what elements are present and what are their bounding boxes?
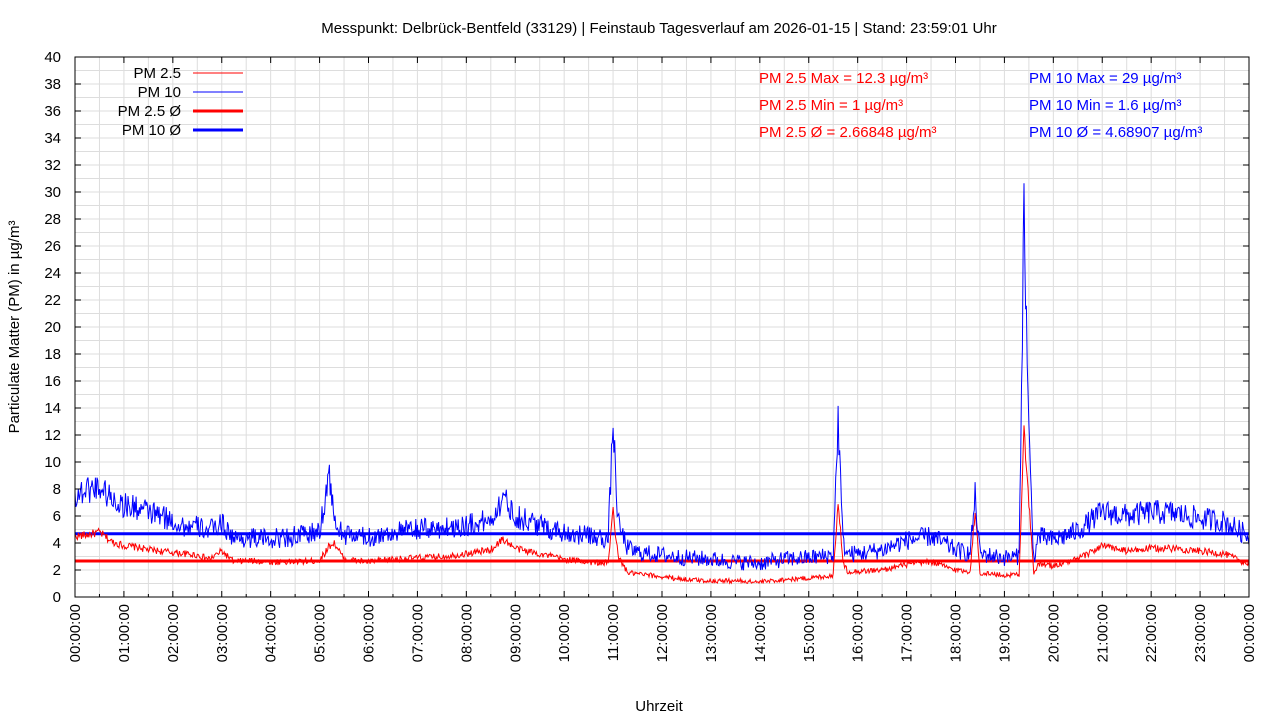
y-tick-label: 32 [44,157,61,174]
x-tick-label: 18:00:00 [948,604,965,662]
y-tick-label: 26 [44,238,61,255]
legend-label: PM 10 [138,84,181,101]
x-tick-label: 22:00:00 [1143,604,1160,662]
y-tick-label: 12 [44,427,61,444]
x-tick-label: 23:00:00 [1192,604,1209,662]
x-tick-label: 12:00:00 [654,604,671,662]
legend-label: PM 10 Ø [122,122,182,139]
x-tick-label: 03:00:00 [214,604,231,662]
x-tick-label: 09:00:00 [507,604,524,662]
x-tick-label: 17:00:00 [899,604,916,662]
y-tick-label: 16 [44,373,61,390]
x-axis-ticks: 00:00:00 01:00:00 02:00:00 03:00:00 04:00:00… [67,57,1258,662]
x-tick-label: 16:00:00 [850,604,867,662]
y-tick-label: 2 [53,562,61,579]
stat-annotation: PM 2.5 Max = 12.3 µg/m³ [759,70,928,87]
stat-annotation: PM 2.5 Ø = 2.66848 µg/m³ [759,124,936,141]
x-tick-label: 08:00:00 [458,604,475,662]
legend-item: PM 2.5 [133,65,243,82]
stat-annotation: PM 10 Max = 29 µg/m³ [1029,70,1181,87]
y-tick-label: 14 [44,400,61,417]
y-tick-label: 10 [44,454,61,471]
y-tick-label: 34 [44,130,61,147]
x-tick-label: 13:00:00 [703,604,720,662]
series-lines [74,183,1250,585]
legend-item: PM 10 [138,84,243,101]
stats-annotations: PM 2.5 Max = 12.3 µg/m³ PM 2.5 Min = 1 µg… [759,70,1202,141]
series-line-pm-2-5 [74,425,1250,585]
legend-label: PM 2.5 [133,65,181,82]
series-line-pm-10 [74,183,1250,571]
chart-title: Messpunkt: Delbrück-Bentfeld (33129) | F… [321,20,996,37]
x-tick-label: 19:00:00 [996,604,1013,662]
y-tick-label: 0 [53,589,61,606]
y-tick-label: 40 [44,49,61,66]
x-tick-label: 15:00:00 [801,604,818,662]
x-tick-label: 04:00:00 [263,604,280,662]
y-tick-label: 24 [44,265,61,282]
x-tick-label: 07:00:00 [409,604,426,662]
y-tick-label: 22 [44,292,61,309]
x-tick-label: 05:00:00 [312,604,329,662]
x-tick-label: 14:00:00 [752,604,769,662]
x-axis-label: Uhrzeit [635,698,683,715]
legend-item: PM 10 Ø [122,122,243,139]
y-tick-label: 30 [44,184,61,201]
x-tick-label: 10:00:00 [556,604,573,662]
x-tick-label: 20:00:00 [1045,604,1062,662]
legend-item: PM 2.5 Ø [118,103,243,120]
y-tick-label: 36 [44,103,61,120]
x-tick-label: 00:00:00 [1241,604,1258,662]
x-tick-label: 01:00:00 [116,604,133,662]
x-tick-label: 11:00:00 [605,604,622,661]
x-tick-label: 00:00:00 [67,604,84,662]
legend: PM 2.5 PM 10 PM 2.5 Ø PM 10 Ø [118,65,243,139]
y-tick-label: 28 [44,211,61,228]
stat-annotation: PM 2.5 Min = 1 µg/m³ [759,97,903,114]
x-tick-label: 21:00:00 [1094,604,1111,662]
y-tick-label: 38 [44,76,61,93]
y-tick-label: 6 [53,508,61,525]
legend-label: PM 2.5 Ø [118,103,182,120]
y-tick-label: 20 [44,319,61,336]
stat-annotation: PM 10 Ø = 4.68907 µg/m³ [1029,124,1202,141]
y-tick-label: 4 [53,535,61,552]
y-axis-label: Particulate Matter (PM) in µg/m³ [6,221,23,434]
y-tick-label: 8 [53,481,61,498]
x-tick-label: 06:00:00 [361,604,378,662]
y-tick-label: 18 [44,346,61,363]
x-tick-label: 02:00:00 [165,604,182,662]
stat-annotation: PM 10 Min = 1.6 µg/m³ [1029,97,1181,114]
